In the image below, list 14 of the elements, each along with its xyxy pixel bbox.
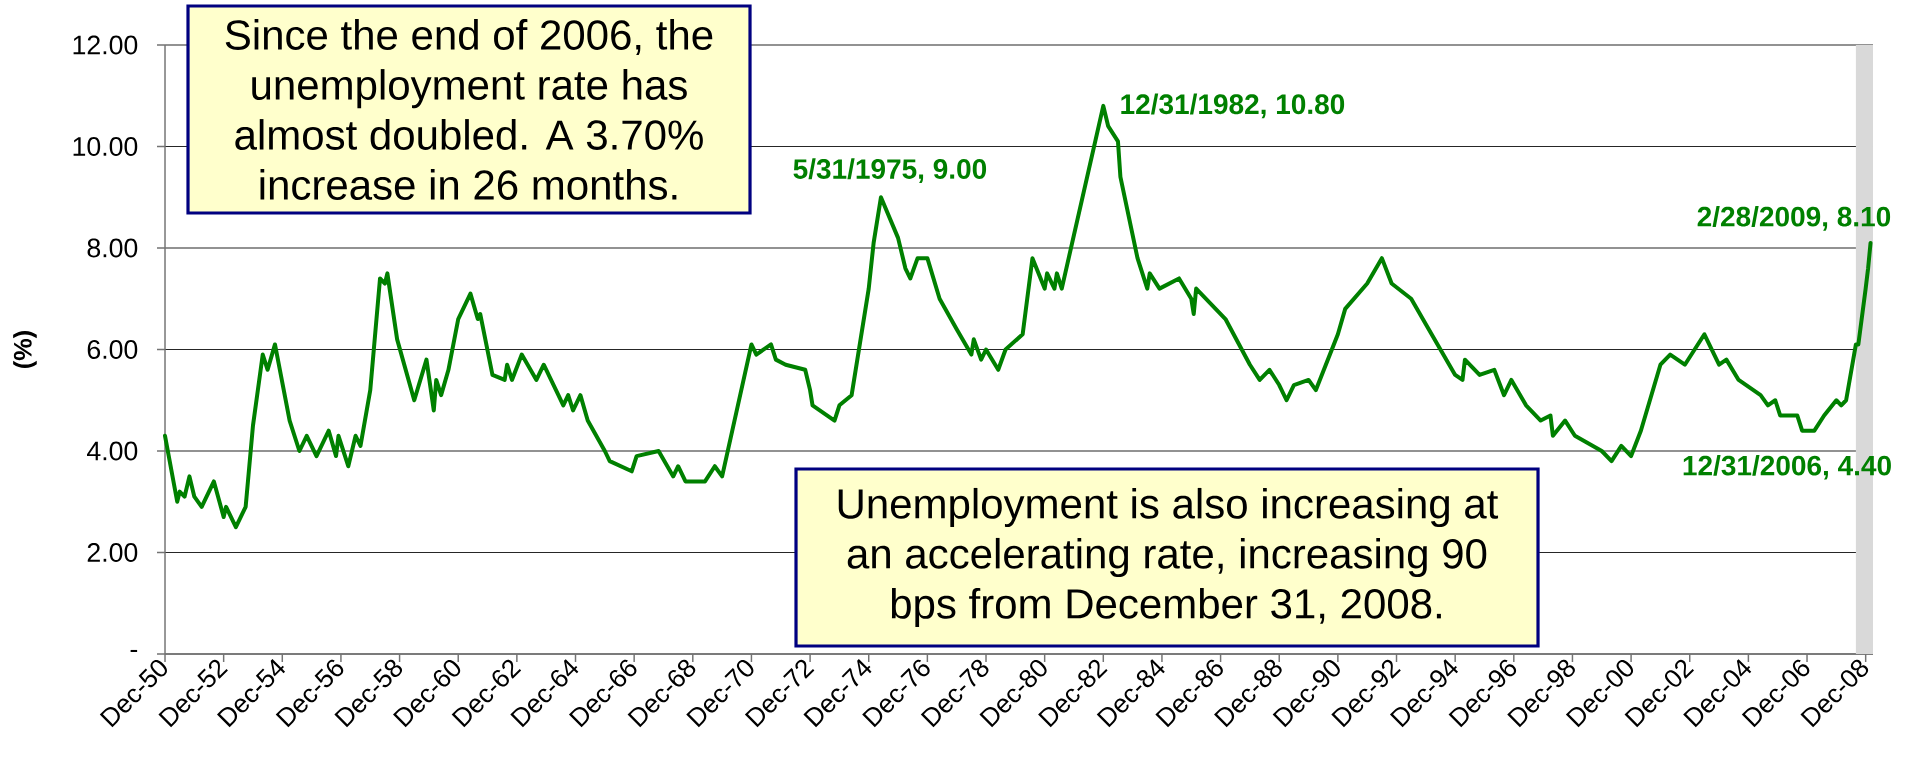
y-tick-label: 4.00 xyxy=(87,441,138,461)
y-tick-label: 2.00 xyxy=(87,543,138,562)
annotation: 12/31/1982, 10.80 xyxy=(1121,93,1345,119)
annotation: Since the end of 2006, the unemployment rate has almost doubled. A 3.70% increase in 26 months. xyxy=(225,19,713,200)
y-tick-label: 8.00 xyxy=(87,238,138,258)
y-axis-title: (%) xyxy=(13,331,37,368)
y-tick-label: - xyxy=(130,649,138,653)
annotation: 2/28/2009, 8.10 xyxy=(1697,206,1891,231)
annotation: 5/31/1975, 9.00 xyxy=(793,158,987,183)
annotation: 12/31/2006, 4.40 xyxy=(1683,454,1891,480)
annotation: Unemployment is also increasing at an accelerating rate, increasing 90 bps from December 31, 2008. xyxy=(838,487,1499,628)
y-tick-label: 12.00 xyxy=(73,35,138,55)
y-tick-label: 10.00 xyxy=(73,137,138,156)
y-tick-label: 6.00 xyxy=(87,340,138,359)
